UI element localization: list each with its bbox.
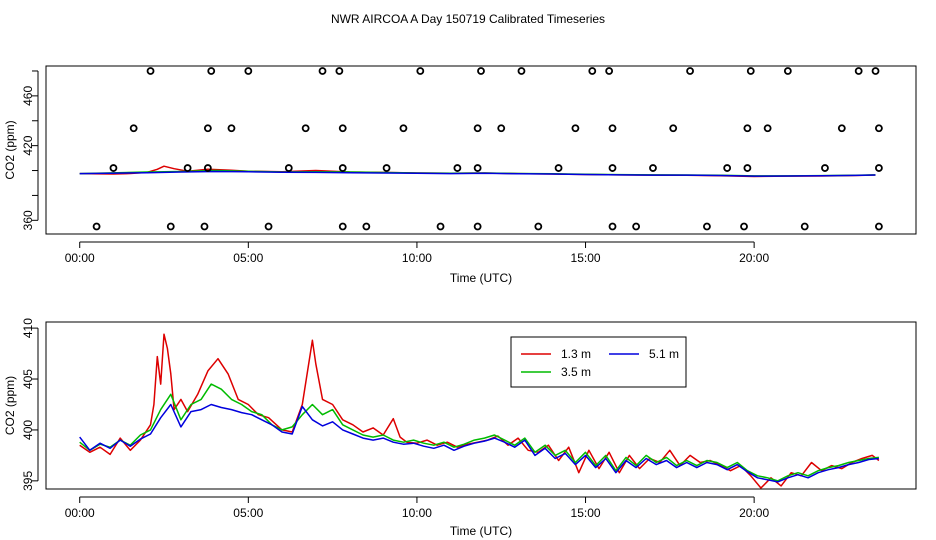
calibration-point: [571, 124, 580, 133]
legend-box: [510, 336, 687, 388]
calibration-point: [473, 164, 482, 172]
calibration-point: [875, 124, 883, 133]
calibration-point: [166, 222, 175, 231]
calibration-point: [382, 164, 391, 172]
series-line-1-3-m: [79, 333, 880, 489]
calibration-point: [669, 124, 678, 133]
series-line-3-5-m: [79, 383, 879, 482]
x-tick-label: 05:00: [233, 506, 263, 520]
calibration-point: [854, 67, 863, 75]
calibration-point: [743, 124, 752, 133]
calibration-point: [723, 164, 732, 172]
calibration-point: [284, 164, 293, 172]
y-axis-label: CO2 (ppm): [3, 120, 17, 179]
calibration-point: [146, 67, 155, 75]
legend-label: 3.5 m: [561, 365, 591, 379]
chart-panel-bottom: 00:00 05:00 10:00 15:00 20:00 395 400 405 410 Tim…: [3, 318, 917, 538]
calibration-point: [740, 222, 748, 231]
calibration-point: [207, 67, 216, 75]
calibration-point: [183, 164, 192, 172]
calibration-point: [244, 67, 253, 75]
calibration-point: [686, 67, 694, 75]
plot-frame: [45, 321, 917, 490]
calibration-point: [203, 124, 212, 133]
calibration-point: [436, 222, 445, 231]
calibration-point: [588, 67, 597, 75]
calibration-point: [200, 222, 209, 231]
calibration-point: [399, 124, 408, 133]
calibration-point: [743, 164, 752, 172]
y-tick-label: 405: [21, 369, 35, 389]
calibration-point: [649, 164, 657, 172]
calibration-point: [227, 124, 236, 133]
y-tick-label: 420: [21, 135, 35, 155]
calibration-point: [703, 222, 711, 231]
calibration-point: [783, 67, 792, 75]
calibration-point: [318, 67, 327, 75]
x-tick-label: 20:00: [739, 506, 769, 520]
x-tick-label: 05:00: [233, 251, 263, 265]
calibration-point: [338, 164, 347, 172]
calibration-point: [875, 222, 883, 231]
x-tick-label: 10:00: [402, 506, 432, 520]
calibration-point: [477, 67, 485, 75]
x-tick-label: 00:00: [65, 506, 95, 520]
calibration-point: [362, 222, 371, 231]
x-axis-label: Time (UTC): [450, 271, 512, 285]
calibration-point: [608, 222, 617, 231]
calibration-point: [875, 164, 883, 172]
y-tick-label: 460: [21, 86, 35, 106]
y-axis-label: CO2 (ppm): [3, 376, 17, 435]
series-line-5-1-m: [79, 403, 879, 483]
plot-frame: [45, 65, 917, 235]
calibration-point: [203, 164, 212, 172]
calibration-point: [301, 124, 310, 133]
calibration-point: [554, 164, 563, 172]
x-axis-label: Time (UTC): [450, 524, 512, 538]
calibration-point: [497, 124, 506, 133]
calibration-point: [129, 124, 138, 133]
calibration-point: [338, 124, 347, 133]
x-tick-label: 20:00: [739, 251, 769, 265]
x-tick-label: 15:00: [571, 251, 601, 265]
chart-panel-top: 00:00 05:00 10:00 15:00 20:00 360 420 460 Time (…: [3, 65, 917, 285]
calibration-point: [473, 124, 482, 133]
legend: 1.3 m 5.1 m 3.5 m: [510, 336, 687, 388]
calibration-point: [335, 67, 344, 75]
calibration-point: [473, 222, 482, 231]
calibration-point: [763, 124, 772, 133]
series-line-5-1-m: [79, 170, 876, 177]
y-tick-label: 410: [21, 318, 35, 338]
figure-title: NWR AIRCOA A Day 150719 Calibrated Times…: [331, 12, 605, 26]
calibration-point: [109, 164, 118, 172]
y-tick-label: 400: [21, 420, 35, 440]
calibration-point: [608, 124, 617, 133]
calibration-point: [264, 222, 273, 231]
x-tick-label: 10:00: [402, 251, 432, 265]
calibration-point: [821, 164, 829, 172]
calibration-point: [746, 67, 755, 75]
calibration-point: [605, 67, 614, 75]
calibration-point: [92, 222, 101, 231]
calibration-point: [608, 164, 617, 172]
calibration-point: [632, 222, 641, 231]
calibration-point: [338, 222, 347, 231]
y-tick-label: 360: [21, 210, 35, 230]
x-tick-label: 00:00: [65, 251, 95, 265]
legend-label: 1.3 m: [561, 347, 591, 361]
y-tick-label: 395: [21, 471, 35, 491]
calibration-point: [800, 222, 809, 231]
calibration-point: [837, 124, 846, 133]
calibration-point: [517, 67, 526, 75]
x-tick-label: 15:00: [571, 506, 601, 520]
legend-label: 5.1 m: [649, 347, 679, 361]
calibration-point: [416, 67, 425, 75]
calibration-point: [453, 164, 462, 172]
calibration-point: [534, 222, 543, 231]
calibration-point: [871, 67, 880, 75]
